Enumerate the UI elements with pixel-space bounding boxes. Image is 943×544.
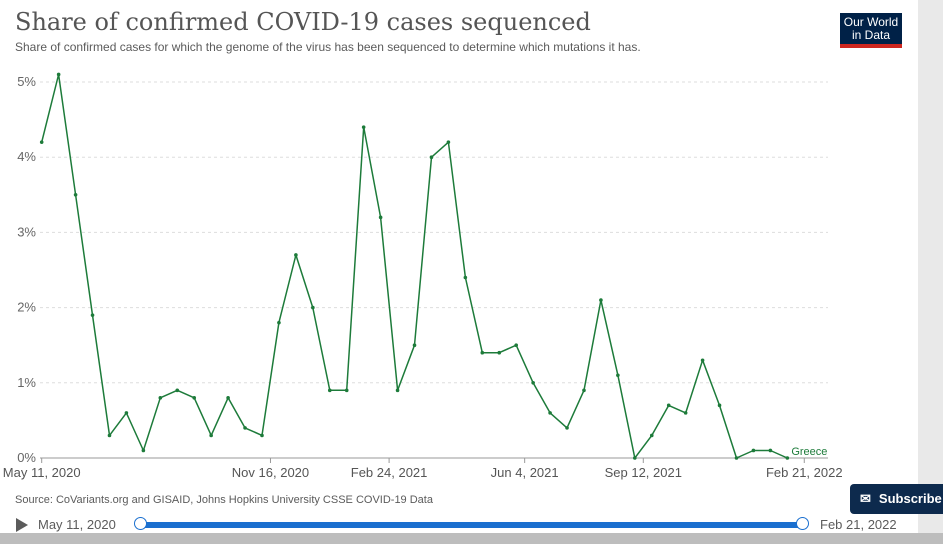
play-icon[interactable] [16,518,28,532]
data-point [243,426,247,430]
data-point [548,411,552,415]
data-point [649,433,654,438]
data-point [39,140,44,144]
data-point [395,388,400,393]
data-point [158,396,163,400]
data-point [192,396,197,400]
data-point [107,433,112,438]
data-point [361,125,366,129]
logo-line-2: in Data [851,28,891,42]
timeline-end-label: Feb 21, 2022 [820,517,897,532]
data-point [565,426,569,430]
timeline-start-handle[interactable] [134,517,147,530]
series-label-greece: Greece [791,446,827,458]
data-point [446,140,451,144]
source-note[interactable]: Source: CoVariants.org and GISAID, Johns… [15,494,433,506]
timeline-track[interactable] [141,522,803,528]
envelope-icon: ✉ [860,491,871,506]
data-point [717,403,722,408]
x-tick-label: Feb 24, 2021 [351,465,428,480]
data-point [480,350,485,355]
data-point [514,343,518,348]
x-tick-label: Nov 16, 2020 [232,465,309,480]
chart-title: Share of confirmed COVID-19 cases sequen… [15,8,591,36]
data-point [683,411,688,415]
data-point [141,448,146,453]
data-point [497,350,502,355]
data-point [666,403,671,408]
data-point [175,388,180,393]
data-point [700,358,705,363]
data-point [531,381,535,385]
data-point [277,320,281,325]
bottom-scrollbar [0,533,943,544]
subscribe-button[interactable]: ✉ Subscribe [850,484,943,514]
chart-svg: 0% 1% 2% 3% 4% 5% May 11, 2020 Nov 16, 2020 Feb … [3,72,843,480]
y-tick-label: 0% [17,450,36,465]
data-point [378,215,383,220]
chart-subtitle: Share of confirmed cases for which the g… [15,40,641,54]
data-point [633,456,637,460]
data-point [463,275,468,280]
scrollbar-gutter [918,0,943,544]
data-point [226,396,230,400]
y-tick-label: 1% [17,375,36,390]
data-point [412,343,417,348]
y-tick-label: 2% [17,300,36,315]
y-tick-label: 4% [17,149,36,164]
data-point [344,388,349,393]
logo-line-1: Our World [843,15,899,29]
data-point [294,253,298,257]
data-point [785,456,790,460]
data-point [311,305,315,310]
data-point [429,155,434,159]
data-point [56,72,61,77]
owid-logo[interactable]: Our World in Data [840,13,902,48]
x-tick-label: Jun 4, 2021 [491,465,559,480]
timeline[interactable]: May 11, 2020 Feb 21, 2022 [0,512,918,534]
data-point [260,433,264,438]
x-tick-label: Feb 21, 2022 [766,465,843,480]
subscribe-label: Subscribe [878,491,942,506]
y-tick-label: 5% [17,74,36,89]
data-point [616,373,620,378]
data-point [124,411,129,415]
data-point [327,388,332,393]
data-point [734,456,739,460]
data-point [768,448,773,453]
data-point [599,298,603,302]
x-tick-label: May 11, 2020 [3,465,81,480]
data-point [73,193,78,197]
timeline-start-label: May 11, 2020 [38,517,116,532]
x-tick-label: Sep 12, 2021 [605,465,682,480]
data-point [209,433,213,438]
y-tick-label: 3% [17,224,36,239]
timeline-end-handle[interactable] [796,517,809,530]
data-point [582,388,586,393]
data-point [90,313,95,317]
data-point [751,448,756,453]
series-line-greece [40,73,788,459]
